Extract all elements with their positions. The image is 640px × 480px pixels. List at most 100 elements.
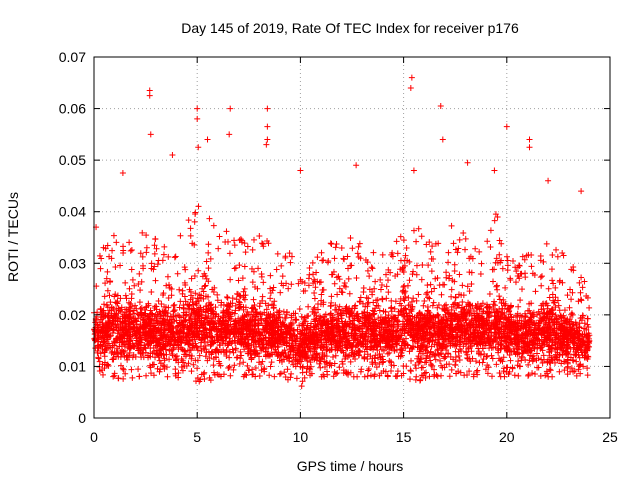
data-point	[423, 369, 430, 376]
data-point	[274, 250, 281, 257]
data-point	[96, 252, 103, 259]
data-point	[552, 284, 559, 291]
data-point	[110, 373, 117, 380]
data-point	[533, 350, 540, 357]
data-point	[205, 293, 212, 300]
data-point	[584, 365, 591, 372]
data-point	[566, 318, 573, 325]
data-point	[458, 328, 465, 335]
data-point	[493, 283, 500, 290]
data-point	[401, 338, 408, 345]
data-point	[534, 342, 541, 349]
data-point	[287, 259, 294, 266]
data-point	[303, 365, 310, 372]
data-point	[479, 359, 486, 366]
data-point	[332, 302, 339, 309]
data-point	[224, 238, 231, 245]
data-point	[548, 345, 555, 352]
data-point	[101, 293, 108, 300]
data-point	[165, 304, 172, 311]
data-point	[258, 240, 265, 247]
data-point	[363, 330, 370, 337]
data-point	[105, 314, 112, 321]
data-point	[477, 340, 484, 347]
data-point	[470, 321, 477, 328]
data-point	[269, 318, 276, 325]
data-point	[214, 291, 221, 298]
data-point	[439, 327, 446, 334]
data-point	[558, 324, 565, 331]
data-point	[337, 310, 344, 317]
data-point	[521, 348, 528, 355]
data-point	[192, 209, 199, 216]
data-point	[92, 345, 99, 352]
data-point	[170, 302, 177, 309]
data-point	[445, 259, 452, 266]
data-point	[581, 320, 588, 327]
data-point	[561, 367, 568, 374]
data-point	[432, 356, 439, 363]
data-point	[488, 352, 495, 359]
data-point	[457, 327, 464, 334]
data-point	[106, 344, 113, 351]
data-point	[449, 318, 456, 325]
data-point	[238, 328, 245, 335]
data-point	[168, 348, 175, 355]
data-point	[584, 294, 591, 301]
data-point	[494, 286, 501, 293]
data-point	[423, 329, 430, 336]
data-point	[119, 365, 126, 372]
data-point	[342, 355, 349, 362]
data-point	[341, 256, 348, 263]
data-point	[460, 307, 467, 314]
data-point	[222, 349, 229, 356]
data-point	[115, 327, 122, 334]
data-point	[538, 282, 545, 289]
data-point	[483, 340, 490, 347]
data-point	[161, 363, 168, 370]
data-point	[423, 355, 430, 362]
data-point	[347, 235, 354, 242]
data-point	[223, 307, 230, 314]
data-point	[466, 302, 473, 309]
data-point	[367, 372, 374, 379]
data-point	[105, 362, 112, 369]
data-point	[276, 314, 283, 321]
data-point	[186, 347, 193, 354]
data-point	[384, 350, 391, 357]
data-point	[250, 236, 257, 243]
data-point	[531, 371, 538, 378]
data-point	[400, 237, 407, 244]
data-point	[136, 299, 143, 306]
data-point	[174, 270, 181, 277]
data-point	[367, 353, 374, 360]
data-point	[249, 366, 256, 373]
data-point	[535, 322, 542, 329]
data-point	[215, 320, 222, 327]
data-point	[260, 279, 267, 286]
data-point	[552, 346, 559, 353]
data-point	[321, 363, 328, 370]
data-point	[546, 359, 553, 366]
data-point	[237, 303, 244, 310]
data-point	[169, 351, 176, 358]
data-point	[395, 308, 402, 315]
data-point	[289, 342, 296, 349]
data-point	[192, 290, 199, 297]
data-point	[173, 352, 180, 359]
data-point	[187, 314, 194, 321]
data-point	[248, 265, 255, 272]
data-point	[364, 373, 371, 380]
data-point	[297, 276, 304, 283]
data-point	[347, 320, 354, 327]
data-point	[566, 304, 573, 311]
data-point	[361, 373, 368, 380]
data-point	[292, 338, 299, 345]
data-point	[369, 265, 376, 272]
data-point	[422, 320, 429, 327]
data-point	[405, 302, 412, 309]
data-point	[313, 323, 320, 330]
data-point	[215, 336, 222, 343]
data-point	[181, 279, 188, 286]
data-point	[161, 243, 168, 250]
